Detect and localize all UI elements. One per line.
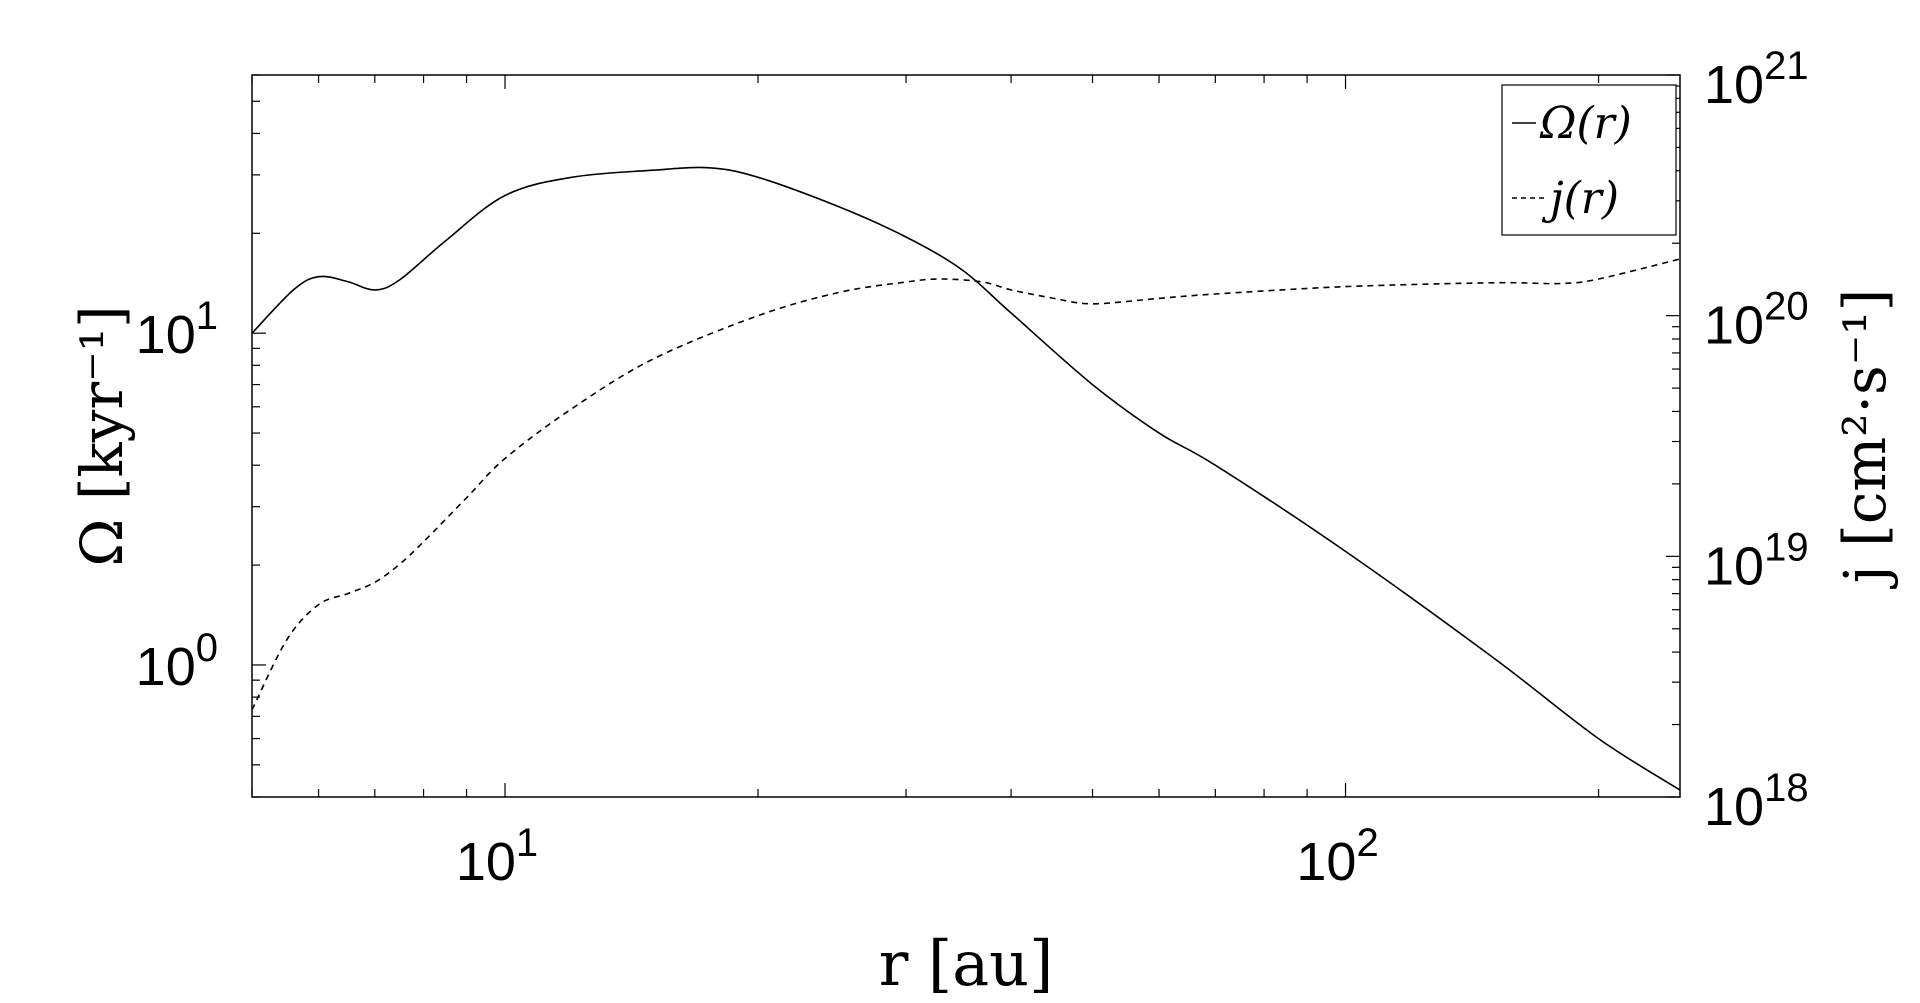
major-ticks (252, 74, 1680, 798)
series-line-j (251, 258, 1681, 711)
series-line-omega (251, 166, 1681, 791)
right-y-tick-label: 1020 (1704, 285, 1809, 356)
legend-box (1501, 84, 1677, 236)
x-tick-label: 101 (456, 821, 538, 892)
legend-label-j: j(r) (1541, 173, 1619, 224)
series-layer (251, 166, 1681, 791)
left-y-tick-label: 100 (136, 626, 218, 697)
right-y-axis-title: j [cm²·s⁻¹] (1831, 289, 1899, 589)
legend-label-omega: Ω(r) (1539, 98, 1632, 149)
x-tick-label: 102 (1296, 821, 1378, 892)
legend: Ω(r) j(r) (1501, 84, 1677, 236)
left-y-axis-title: Ω [kyr⁻¹] (68, 305, 136, 566)
right-y-tick-label: 1019 (1704, 525, 1809, 596)
right-y-tick-label: 1021 (1704, 44, 1809, 115)
left-y-tick-labels: 100 101 (136, 294, 218, 697)
x-axis-title: r [au] (879, 927, 1054, 1000)
x-tick-labels: 101 102 (456, 821, 1379, 892)
minor-ticks (251, 74, 1680, 798)
left-y-tick-label: 101 (136, 294, 218, 365)
right-y-tick-label: 1018 (1704, 766, 1809, 837)
plot-frame (251, 74, 1681, 798)
right-y-tick-labels: 1018 1019 1020 1021 (1704, 44, 1809, 837)
